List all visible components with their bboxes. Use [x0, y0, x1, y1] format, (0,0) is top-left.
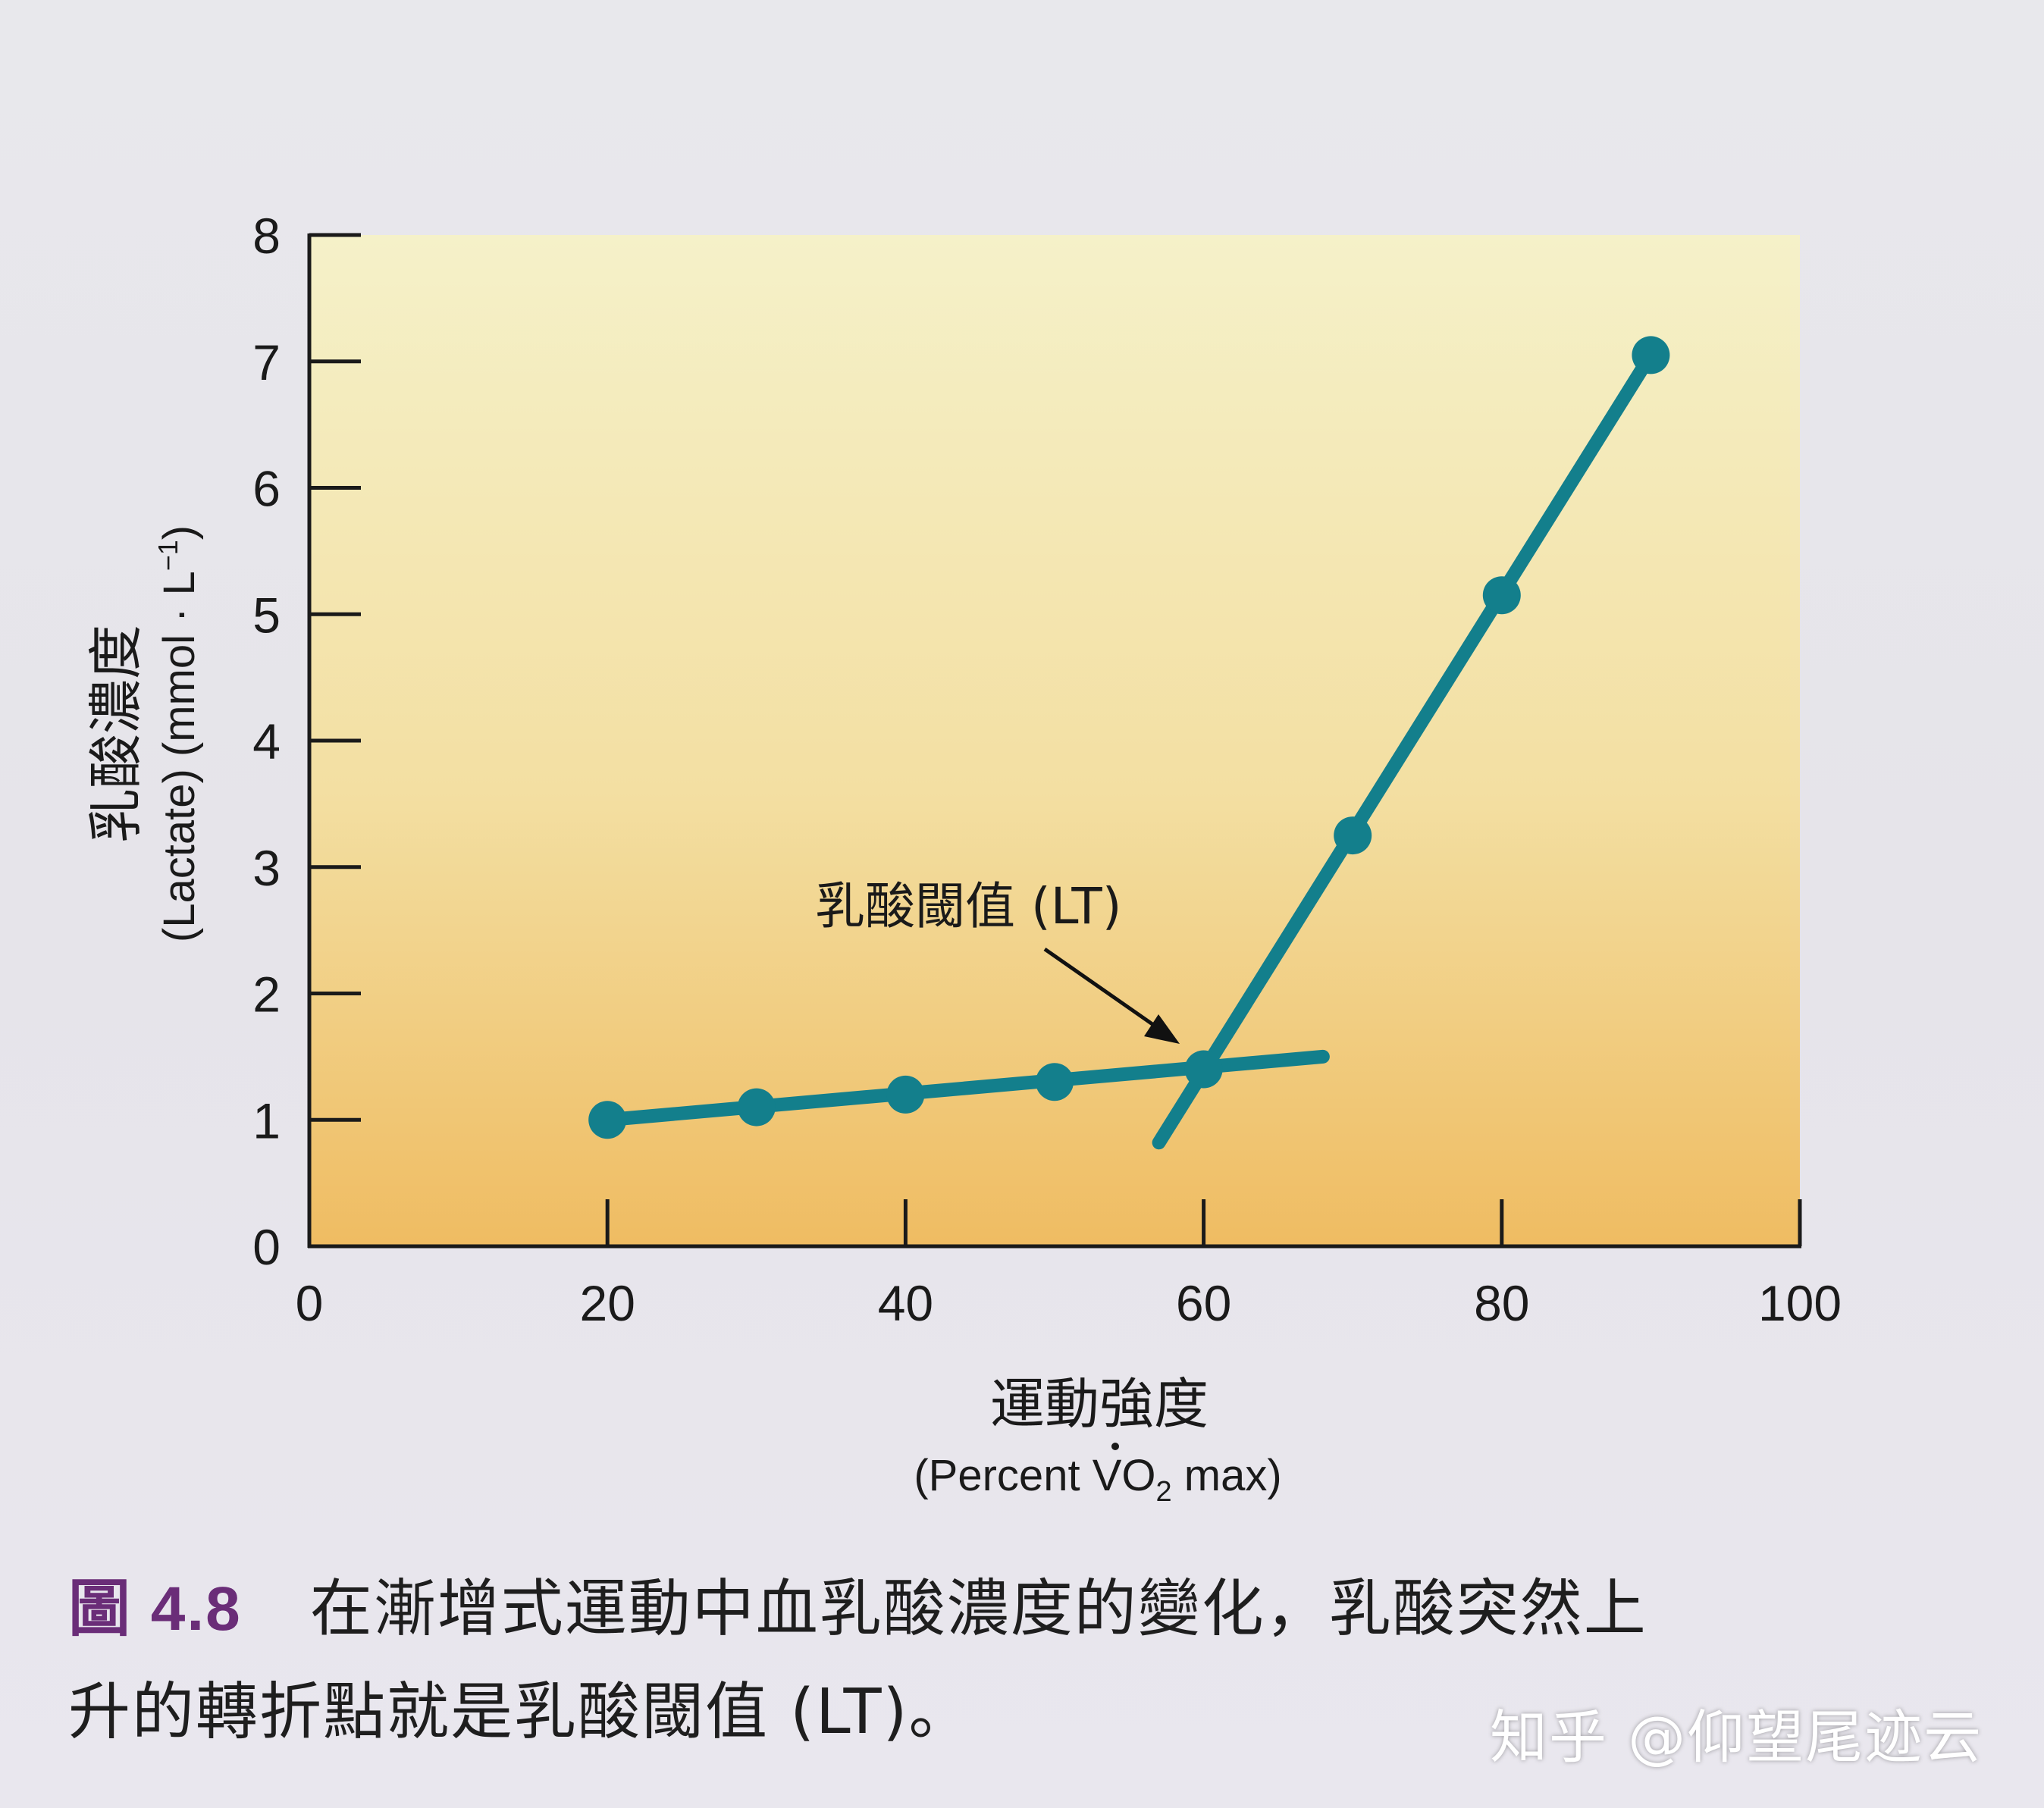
y-tick-label: 5: [252, 587, 281, 643]
annotation-label: 乳酸閾值 (LT): [815, 877, 1121, 935]
data-point: [1482, 576, 1521, 615]
y-tick-label: 8: [252, 208, 281, 264]
watermark: 知乎 @仰望尾迹云: [1490, 1703, 1983, 1771]
annotation: 乳酸閾值 (LT): [815, 877, 1180, 1044]
caption-line-1: 在漸增式運動中血乳酸濃度的變化，乳酸突然上: [309, 1573, 1647, 1645]
y-tick-label: 7: [252, 334, 281, 390]
x-tick-label: 0: [296, 1275, 324, 1331]
y-tick-label: 3: [252, 840, 281, 896]
y-axis-title-en: (Lactate) (mmol · L−1): [152, 525, 204, 942]
y-tick-label: 2: [252, 967, 281, 1023]
y-axis-title-zh: 乳酸濃度: [84, 625, 148, 843]
y-tick-label: 1: [252, 1092, 281, 1148]
data-point: [1632, 336, 1670, 374]
data-points: [588, 336, 1670, 1139]
annotation-arrow: [1043, 947, 1162, 1032]
x-tick-label: 100: [1758, 1275, 1842, 1331]
y-tick-label: 0: [252, 1219, 281, 1275]
caption-line-2: 升的轉折點就是乳酸閾值 (LT)。: [68, 1676, 973, 1748]
data-point: [1334, 816, 1372, 855]
annotation-arrow-head: [1144, 1014, 1180, 1044]
fit-line-2: [1152, 348, 1658, 1150]
figure-caption: 圖 4.8 在漸增式運動中血乳酸濃度的變化，乳酸突然上 升的轉折點就是乳酸閾值 (…: [68, 1558, 2009, 1764]
x-axis-title-zh: 運動強度: [990, 1372, 1209, 1436]
x-tick-label: 60: [1176, 1275, 1231, 1331]
x-tick-label: 40: [878, 1275, 933, 1331]
data-point: [737, 1088, 776, 1126]
y-axis-title: 乳酸濃度 (Lactate) (mmol · L−1): [84, 525, 204, 942]
x-tick-label: 20: [579, 1275, 635, 1331]
x-axis-title-en: (Percent VO2 max): [914, 1451, 1281, 1508]
y-tick-label: 6: [252, 461, 281, 517]
data-point: [886, 1075, 925, 1114]
tick-marks: [309, 233, 1802, 1249]
data-point: [1184, 1050, 1223, 1089]
vo2-dot: [1111, 1443, 1119, 1450]
x-axis-title: 運動強度 (Percent VO2 max): [914, 1372, 1281, 1508]
data-point: [1036, 1063, 1074, 1101]
x-tick-label: 80: [1474, 1275, 1529, 1331]
figure-number: 圖 4.8: [68, 1575, 242, 1643]
y-tick-label: 4: [252, 713, 281, 769]
data-point: [588, 1101, 627, 1139]
